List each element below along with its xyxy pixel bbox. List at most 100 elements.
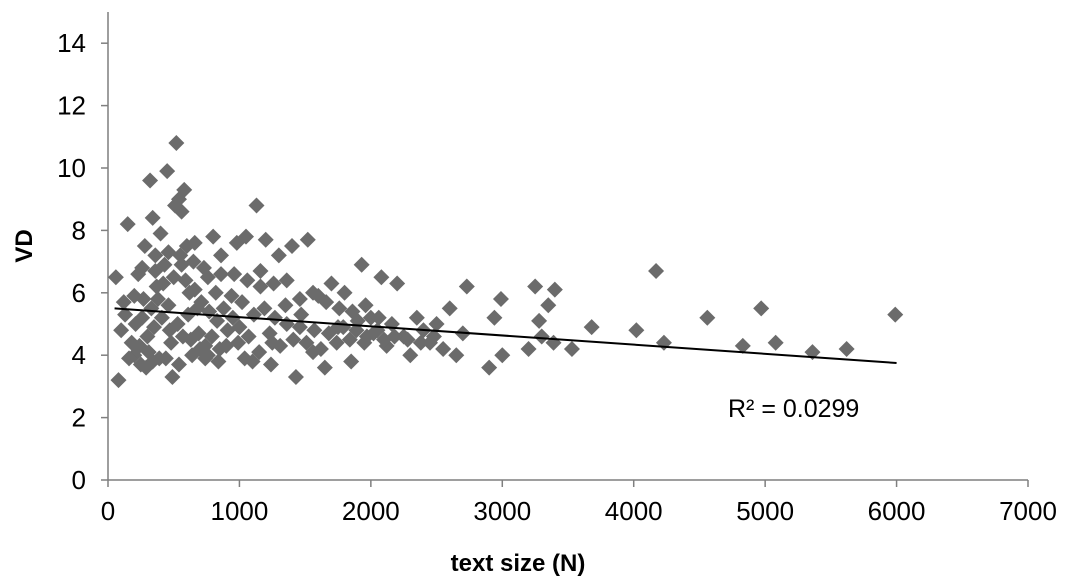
- data-point: [365, 325, 382, 342]
- data-point: [146, 319, 162, 336]
- y-tick-label: 2: [72, 403, 86, 433]
- y-axis: 0 2 4 6 8 10 12 14: [57, 12, 109, 495]
- data-point: [117, 306, 134, 323]
- data-point: [144, 353, 161, 370]
- data-point: [185, 253, 202, 270]
- y-tick-label: 14: [57, 28, 86, 58]
- data-point: [389, 275, 406, 292]
- data-point: [184, 347, 201, 364]
- r-squared-annotation: R² = 0.0299: [728, 395, 859, 423]
- data-point: [169, 316, 186, 332]
- data-point: [583, 319, 600, 336]
- data-point: [197, 350, 214, 367]
- y-tick-label: 8: [72, 215, 86, 245]
- data-point: [412, 334, 429, 351]
- data-point: [172, 247, 189, 264]
- data-point: [170, 356, 187, 373]
- data-point: [251, 344, 268, 361]
- data-point: [435, 340, 452, 357]
- data-points: [107, 135, 904, 389]
- data-point: [277, 297, 294, 314]
- data-point: [239, 272, 256, 289]
- data-point: [147, 262, 164, 279]
- data-point: [408, 309, 425, 326]
- data-point: [328, 334, 345, 351]
- x-tick-label: 3000: [473, 496, 531, 526]
- data-point: [291, 319, 308, 336]
- data-point: [306, 322, 323, 339]
- trendline-line: [114, 307, 897, 364]
- data-point: [458, 278, 475, 295]
- data-point: [152, 225, 169, 242]
- data-point: [767, 334, 784, 351]
- data-point: [119, 216, 136, 233]
- x-axis: 0 1000 2000 3000 4000 5000 6000 7000: [101, 479, 1057, 526]
- data-point: [193, 294, 210, 311]
- data-point: [226, 266, 243, 283]
- data-point: [285, 331, 302, 348]
- data-point: [270, 247, 287, 264]
- data-point: [320, 325, 337, 342]
- data-point: [165, 269, 182, 286]
- data-point: [224, 309, 241, 326]
- data-point: [441, 300, 458, 317]
- data-point: [262, 356, 279, 373]
- data-point: [316, 359, 333, 376]
- data-point: [213, 266, 230, 283]
- data-point: [266, 309, 283, 326]
- data-point: [343, 353, 360, 370]
- data-point: [734, 337, 751, 354]
- data-point: [399, 331, 416, 348]
- x-tick-label: 6000: [868, 496, 926, 526]
- data-point: [164, 369, 181, 386]
- data-point: [234, 294, 251, 311]
- data-point: [113, 322, 130, 339]
- data-point: [219, 322, 236, 339]
- data-point: [298, 334, 315, 351]
- data-point: [402, 347, 419, 364]
- data-point: [265, 275, 282, 292]
- data-point: [190, 325, 207, 342]
- data-point: [838, 340, 855, 357]
- data-point: [121, 350, 138, 367]
- data-point: [331, 300, 348, 317]
- data-point: [115, 294, 132, 311]
- data-point: [699, 309, 716, 326]
- data-point: [492, 291, 509, 308]
- x-tick-label: 2000: [342, 496, 400, 526]
- data-point: [143, 300, 160, 317]
- data-point: [213, 247, 230, 264]
- y-tick-label: 12: [57, 91, 86, 121]
- data-point: [157, 350, 174, 367]
- data-point: [148, 278, 165, 295]
- data-point: [205, 228, 222, 245]
- data-point: [223, 287, 240, 304]
- data-point: [186, 234, 203, 251]
- data-point: [370, 309, 387, 326]
- data-point: [272, 337, 289, 354]
- data-point: [648, 262, 665, 279]
- data-point: [238, 228, 254, 245]
- x-tick-label: 5000: [736, 496, 794, 526]
- y-tick-label: 4: [72, 340, 86, 370]
- data-point: [336, 284, 353, 301]
- data-point: [318, 294, 335, 311]
- data-point: [546, 281, 563, 298]
- data-point: [110, 372, 127, 389]
- data-point: [210, 353, 227, 370]
- data-point: [428, 316, 445, 332]
- data-point: [563, 340, 580, 357]
- data-point: [126, 287, 143, 304]
- data-point: [305, 284, 322, 301]
- data-point: [520, 340, 537, 357]
- data-point: [240, 328, 257, 345]
- data-point: [425, 328, 442, 345]
- data-point: [353, 256, 370, 273]
- data-point: [540, 297, 557, 314]
- data-point: [236, 350, 253, 367]
- data-point: [494, 347, 511, 364]
- y-axis-title: VD: [11, 229, 38, 262]
- data-point: [628, 322, 645, 339]
- data-point: [655, 334, 672, 351]
- data-point: [173, 256, 190, 273]
